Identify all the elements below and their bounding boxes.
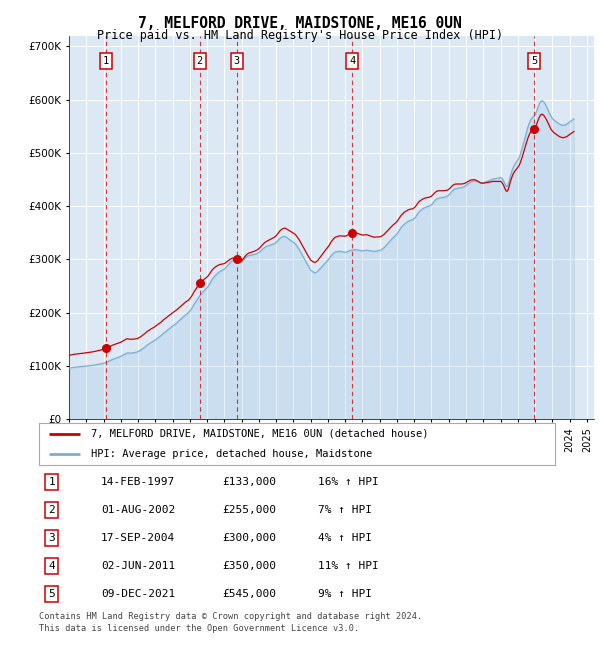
- Text: 2: 2: [197, 56, 203, 66]
- Text: 17-SEP-2004: 17-SEP-2004: [101, 533, 175, 543]
- Text: 4: 4: [49, 561, 55, 571]
- Text: £545,000: £545,000: [223, 589, 277, 599]
- Text: 1: 1: [49, 477, 55, 487]
- Text: Price paid vs. HM Land Registry's House Price Index (HPI): Price paid vs. HM Land Registry's House …: [97, 29, 503, 42]
- Text: HPI: Average price, detached house, Maidstone: HPI: Average price, detached house, Maid…: [91, 449, 372, 459]
- Text: £255,000: £255,000: [223, 505, 277, 515]
- Text: 4% ↑ HPI: 4% ↑ HPI: [317, 533, 371, 543]
- Text: 14-FEB-1997: 14-FEB-1997: [101, 477, 175, 487]
- Text: 02-JUN-2011: 02-JUN-2011: [101, 561, 175, 571]
- Text: 5: 5: [531, 56, 537, 66]
- Text: This data is licensed under the Open Government Licence v3.0.: This data is licensed under the Open Gov…: [39, 624, 359, 633]
- Text: 01-AUG-2002: 01-AUG-2002: [101, 505, 175, 515]
- Text: 1: 1: [103, 56, 109, 66]
- Text: Contains HM Land Registry data © Crown copyright and database right 2024.: Contains HM Land Registry data © Crown c…: [39, 612, 422, 621]
- Text: 4: 4: [349, 56, 355, 66]
- Text: £350,000: £350,000: [223, 561, 277, 571]
- Text: 3: 3: [49, 533, 55, 543]
- Text: 2: 2: [49, 505, 55, 515]
- Text: 11% ↑ HPI: 11% ↑ HPI: [317, 561, 379, 571]
- Text: 5: 5: [49, 589, 55, 599]
- Text: 09-DEC-2021: 09-DEC-2021: [101, 589, 175, 599]
- Text: 16% ↑ HPI: 16% ↑ HPI: [317, 477, 379, 487]
- Text: 7% ↑ HPI: 7% ↑ HPI: [317, 505, 371, 515]
- Text: 3: 3: [233, 56, 240, 66]
- Text: 9% ↑ HPI: 9% ↑ HPI: [317, 589, 371, 599]
- Text: 7, MELFORD DRIVE, MAIDSTONE, ME16 0UN (detached house): 7, MELFORD DRIVE, MAIDSTONE, ME16 0UN (d…: [91, 429, 428, 439]
- Text: 7, MELFORD DRIVE, MAIDSTONE, ME16 0UN: 7, MELFORD DRIVE, MAIDSTONE, ME16 0UN: [138, 16, 462, 31]
- Text: £133,000: £133,000: [223, 477, 277, 487]
- Text: £300,000: £300,000: [223, 533, 277, 543]
